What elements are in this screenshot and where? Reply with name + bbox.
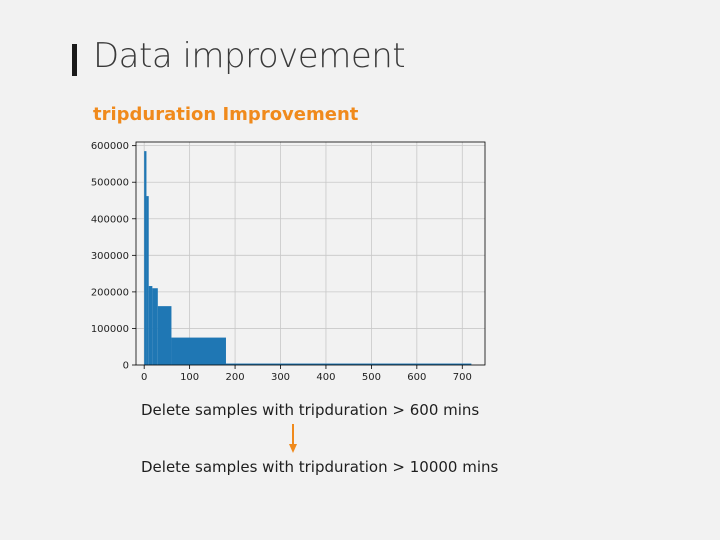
y-axis-ticks: 0 100000 200000 300000 400000 500000 600000 — [91, 141, 136, 372]
histogram-bar — [144, 151, 147, 365]
histogram-chart: 0 100000 200000 300000 400000 500000 600000 0 1… — [91, 141, 486, 383]
x-tick-label: 700 — [453, 372, 472, 383]
histogram-bar — [157, 306, 172, 365]
plot-frame — [135, 141, 486, 366]
x-tick-label: 400 — [316, 372, 335, 383]
x-tick-label: 100 — [180, 372, 199, 383]
histogram-bar — [148, 286, 153, 365]
y-tick-label: 300000 — [91, 251, 129, 262]
title-accent-bar — [72, 44, 77, 76]
y-tick-label: 200000 — [91, 287, 129, 298]
x-tick-label: 0 — [141, 372, 147, 383]
slide-subtitle: tripduration Improvement — [93, 104, 359, 125]
x-tick-label: 600 — [407, 372, 426, 383]
y-tick-label: 600000 — [91, 141, 129, 152]
histogram-bar — [146, 196, 149, 365]
caption-after: Delete samples with tripduration > 10000… — [141, 458, 499, 476]
slide-title: Data improvement — [93, 36, 406, 76]
x-tick-label: 200 — [226, 372, 245, 383]
histogram-bar — [171, 337, 226, 365]
histogram-bar — [152, 288, 158, 365]
x-tick-label: 500 — [362, 372, 381, 383]
y-tick-label: 400000 — [91, 214, 129, 225]
x-tick-label: 300 — [271, 372, 290, 383]
y-tick-label: 0 — [123, 361, 129, 372]
bars-layer — [144, 151, 472, 365]
caption-before: Delete samples with tripduration > 600 m… — [141, 401, 480, 419]
y-tick-label: 100000 — [91, 324, 129, 335]
histogram-bar — [225, 363, 472, 365]
arrow-down-icon — [289, 424, 297, 453]
grid-layer — [136, 142, 485, 366]
y-tick-label: 500000 — [91, 178, 129, 189]
x-axis-ticks: 0 100 200 300 400 500 600 700 — [141, 365, 472, 383]
